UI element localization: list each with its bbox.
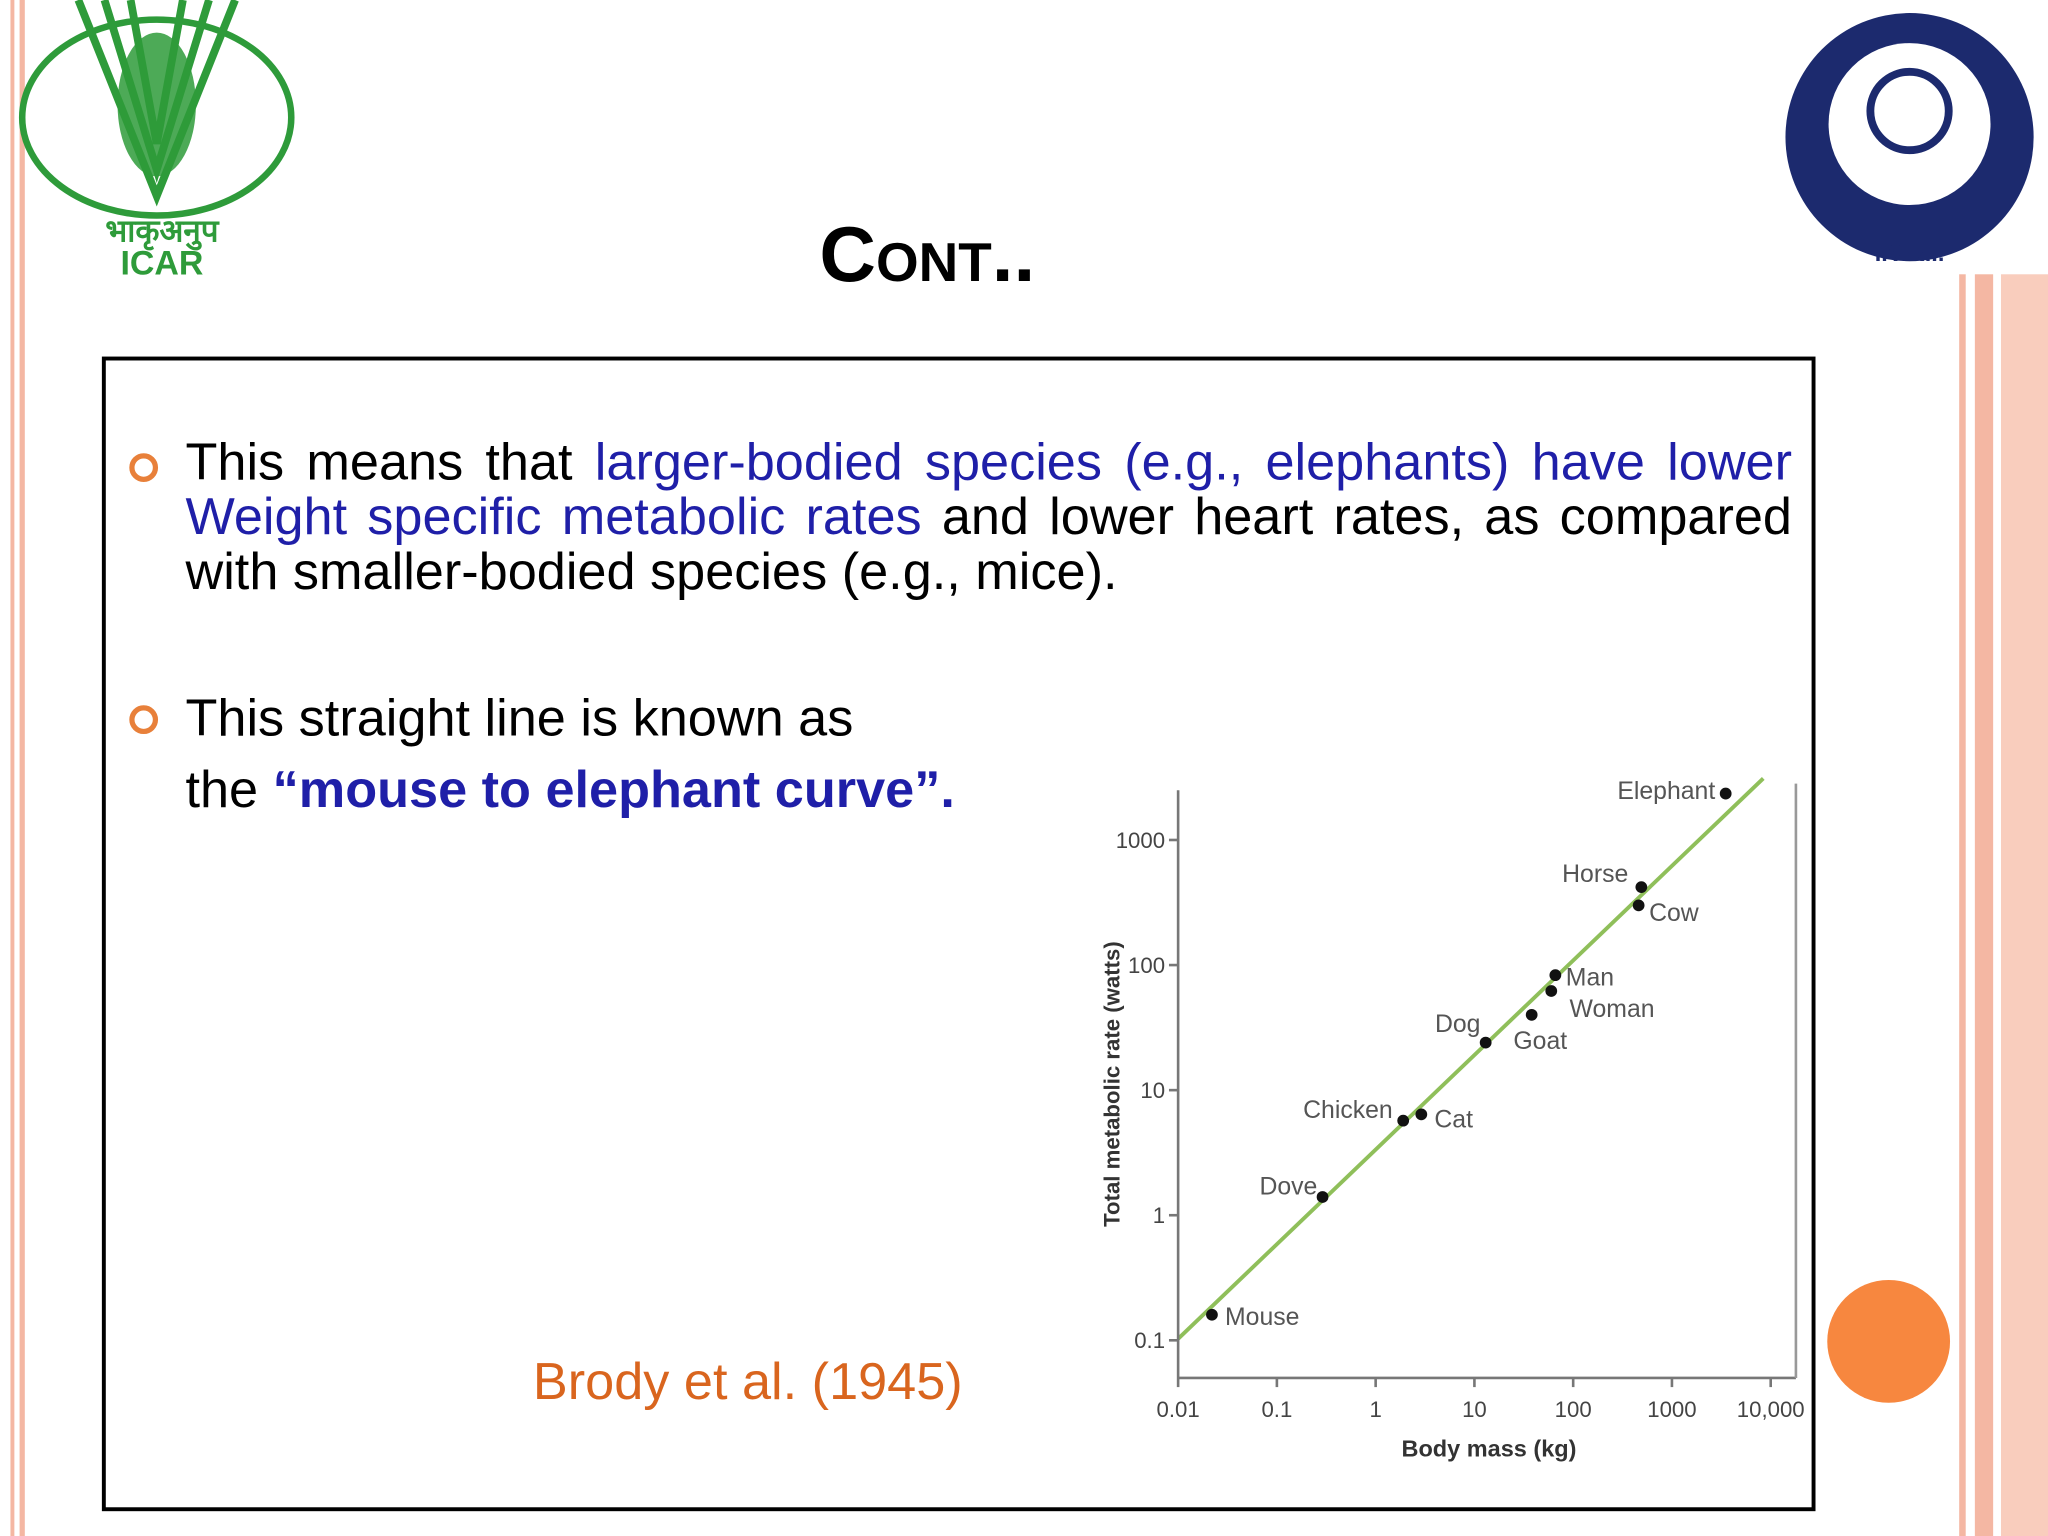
right-stripe <box>1959 274 1966 1536</box>
fit-line <box>1176 777 1765 1341</box>
data-point <box>1397 1114 1410 1127</box>
point-label: Cat <box>1434 1106 1473 1133</box>
data-point <box>1635 881 1648 893</box>
ivri-text: I.V.R.I. <box>1875 240 1945 266</box>
data-point <box>1525 1008 1538 1021</box>
point-label: Elephant <box>1617 778 1715 805</box>
content-box <box>101 356 1816 1512</box>
bullet-marker <box>129 453 159 482</box>
y-tick-label: 0.1 <box>1134 1328 1165 1353</box>
point-label: Man <box>1566 965 1614 992</box>
x-tick-label: 10 <box>1462 1397 1487 1422</box>
text-run: This means that <box>185 433 595 492</box>
logo-text: ICAR <box>120 244 203 282</box>
point-label: Woman <box>1570 996 1655 1023</box>
point-label: Chicken <box>1303 1097 1393 1124</box>
data-point <box>1549 969 1562 982</box>
data-point <box>1316 1191 1329 1203</box>
text-run: This straight line is known as <box>185 689 854 748</box>
ivri-center <box>1828 43 1991 206</box>
ivri-emblem <box>1866 67 1953 155</box>
y-tick-label: 1000 <box>1116 828 1165 853</box>
x-axis-label: Body mass (kg) <box>1401 1435 1576 1461</box>
data-point <box>1719 787 1732 800</box>
text-run: the <box>185 761 273 819</box>
right-stripe <box>1974 274 1994 1536</box>
x-tick-label: 0.1 <box>1261 1397 1292 1422</box>
point-label: Dog <box>1435 1011 1481 1038</box>
point-label: Mouse <box>1225 1304 1299 1331</box>
logo-hindi: भाकृअनुप <box>105 214 220 251</box>
point-label: Cow <box>1649 900 1699 927</box>
y-tick-label: 10 <box>1140 1078 1165 1103</box>
data-point <box>1479 1036 1492 1049</box>
text-run: larger-bodied species (e.g., elephants) … <box>185 433 1793 546</box>
x-tick-label: 0.01 <box>1157 1397 1200 1422</box>
y-axis-label: Total metabolic rate (watts) <box>1099 941 1124 1227</box>
bullet-text: This means that larger-bodied species (e… <box>185 435 1792 600</box>
data-point <box>1632 899 1645 912</box>
data-point <box>1415 1108 1428 1121</box>
y-tick-label: 1 <box>1153 1203 1165 1228</box>
x-tick-label: 1000 <box>1647 1397 1696 1422</box>
x-tick-label: 1 <box>1369 1397 1381 1422</box>
data-point <box>1206 1308 1218 1321</box>
slide-title: Cont.. <box>819 210 1036 298</box>
text-run: and lower heart rates, as compared with … <box>185 488 1792 601</box>
y-tick-label: 100 <box>1128 953 1165 978</box>
icar-wheat <box>117 32 196 177</box>
bullet-marker <box>129 705 159 735</box>
left-stripe <box>10 0 15 1536</box>
text-run: “mouse to elephant curve”. <box>272 761 955 819</box>
citation: Brody et al. (1945) <box>532 1353 963 1411</box>
icar-ring <box>18 16 295 219</box>
point-label: Horse <box>1562 861 1628 888</box>
left-stripe <box>19 0 25 1536</box>
x-tick-label: 10,000 <box>1737 1397 1805 1422</box>
point-label: Goat <box>1513 1028 1567 1055</box>
point-label: Dove <box>1259 1173 1317 1200</box>
x-tick-label: 100 <box>1555 1397 1592 1422</box>
data-point <box>1545 985 1558 997</box>
bullet-text: This straight line is known as the “mouse… <box>185 683 1099 827</box>
right-stripe <box>2000 274 2048 1536</box>
orange-circle <box>1827 1279 1951 1403</box>
